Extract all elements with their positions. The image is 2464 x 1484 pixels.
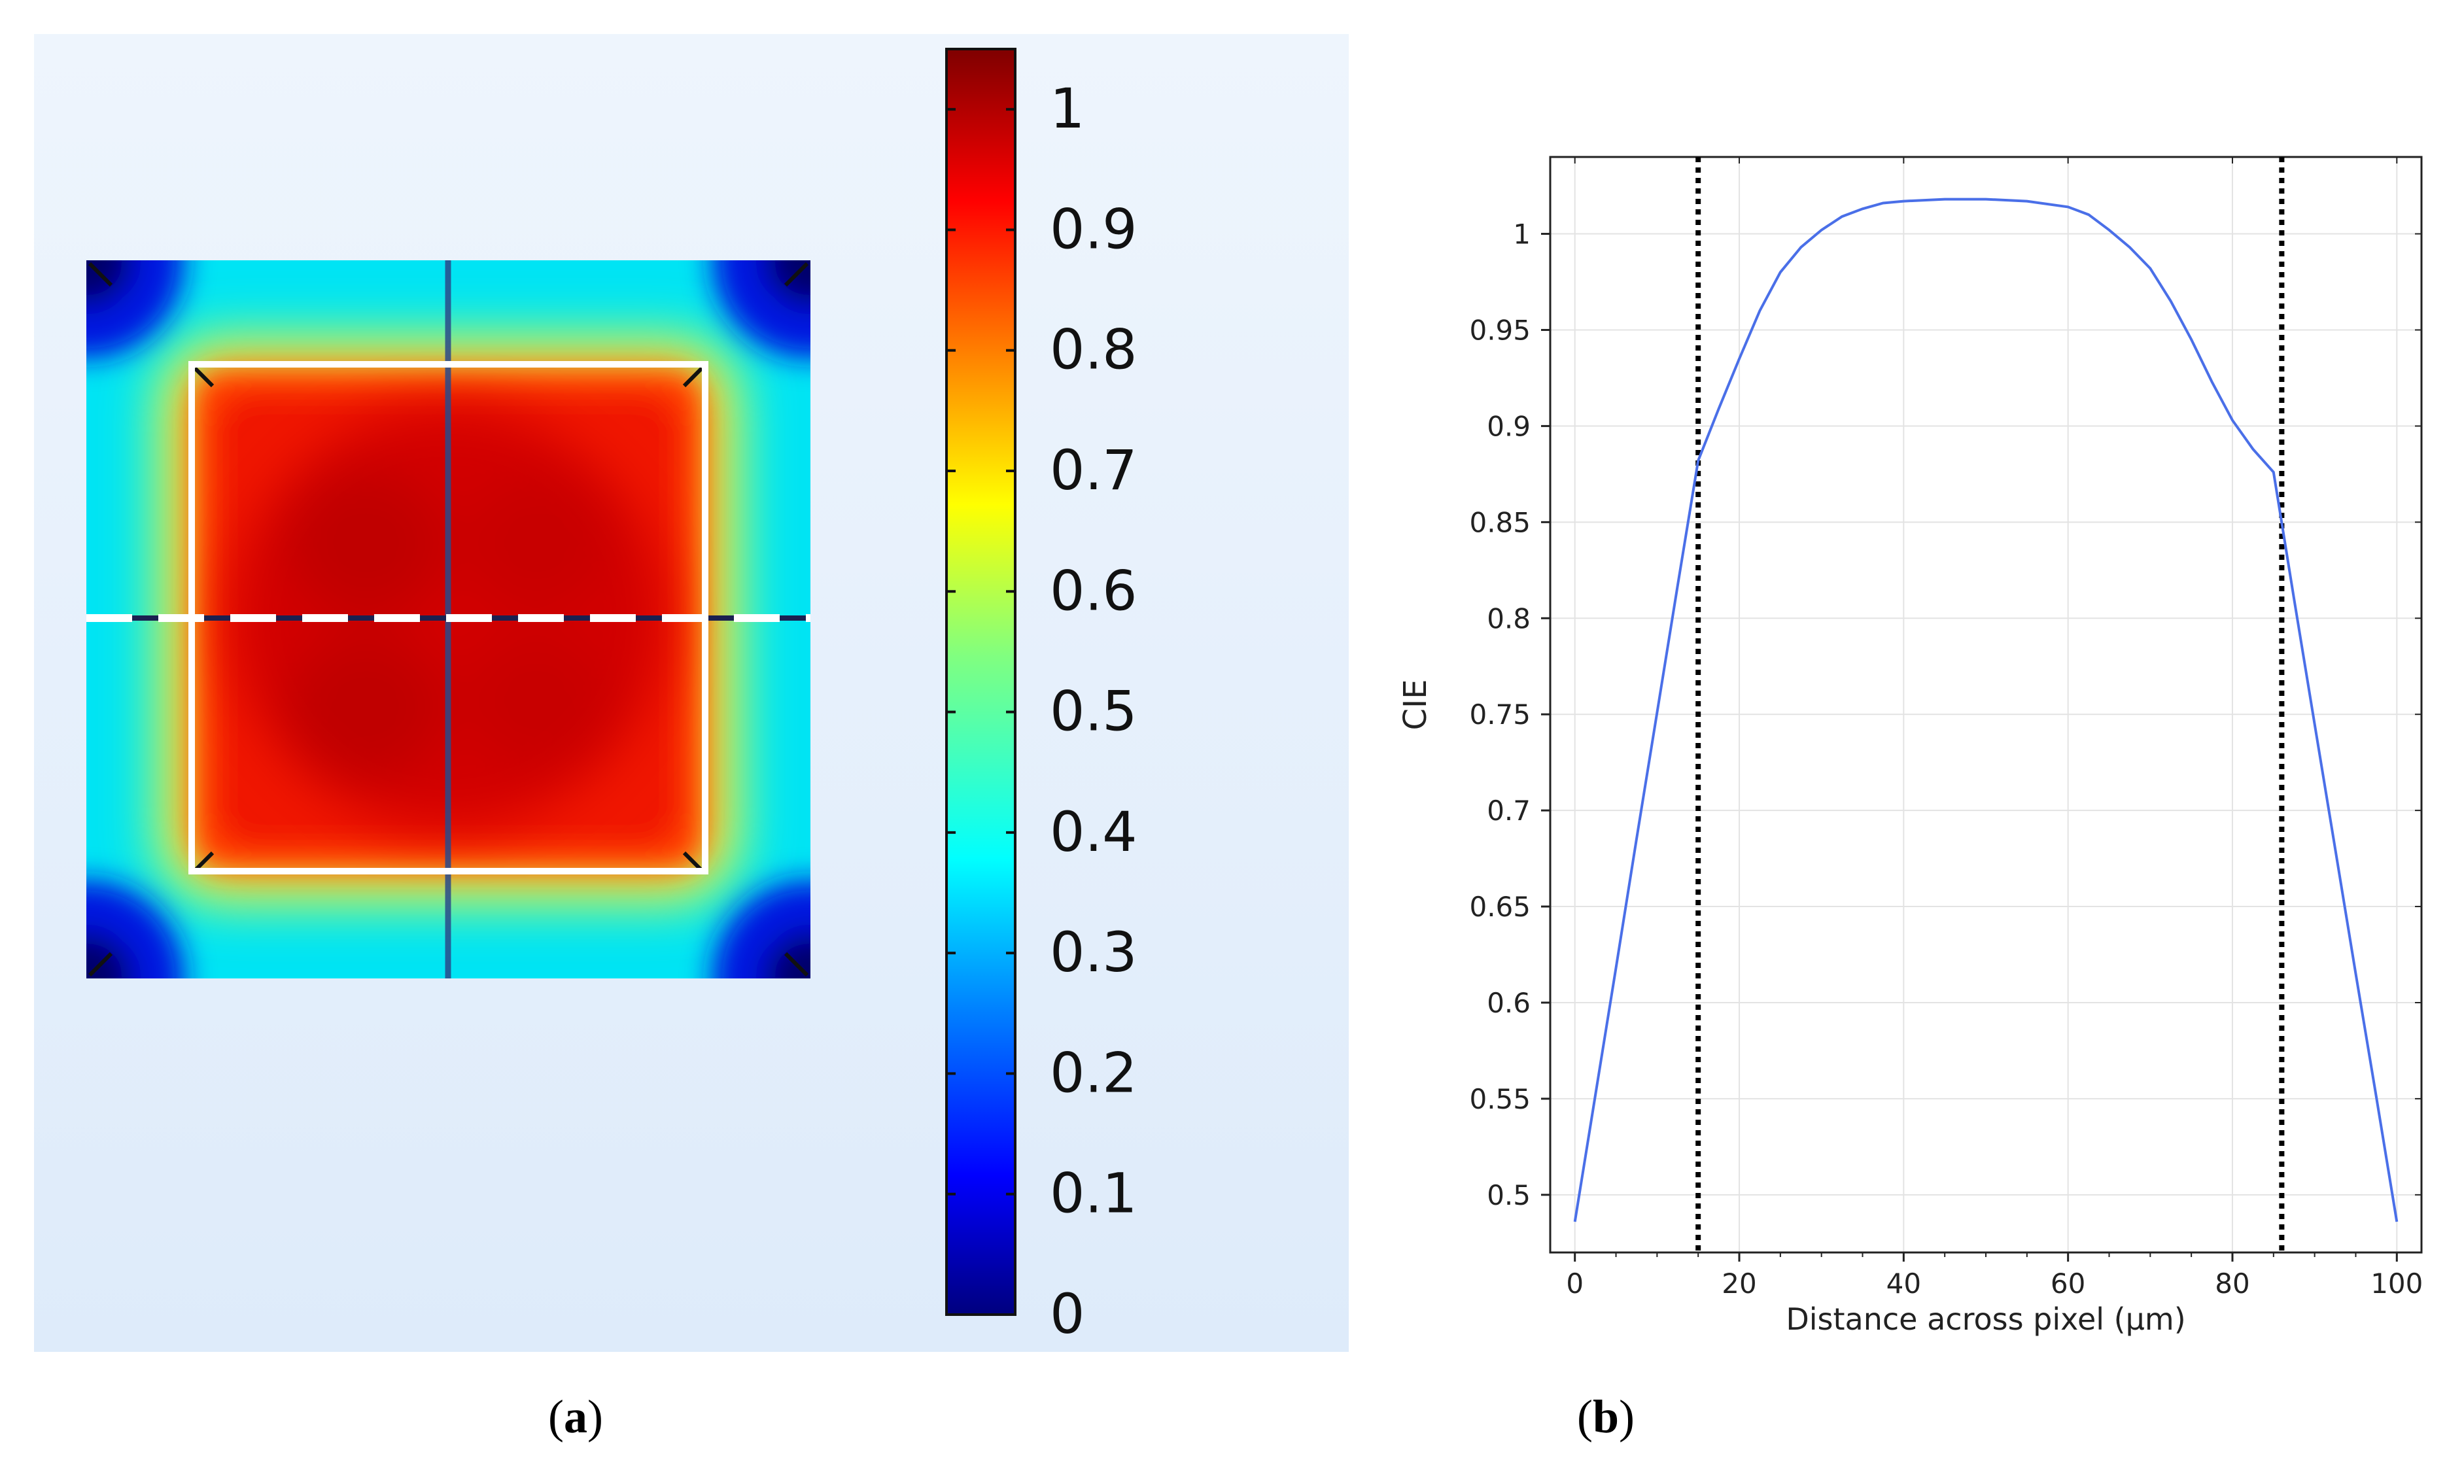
- colorbar-tick-label: 0.9: [1050, 197, 1137, 261]
- y-tick-label: 0.5: [1487, 1179, 1531, 1211]
- colorbar-tick-label: 0.1: [1050, 1162, 1137, 1226]
- grid-lines: [1550, 157, 2421, 1252]
- colorbar-tick-label: 0.3: [1050, 920, 1137, 984]
- cie-curve: [1573, 198, 2399, 1222]
- caption-b-open: (: [1576, 1390, 1593, 1443]
- y-axis-label: CIE: [1397, 680, 1434, 731]
- y-axis-ticks: 0.5 0.55 0.6 0.65 0.7 0.75 0.8 0.85 0.9 0.95 1: [1469, 218, 2421, 1211]
- x-axis-label: Distance across pixel (µm): [1786, 1302, 2185, 1337]
- colorbar-tick-label: 0.7: [1050, 438, 1137, 502]
- y-tick-label: 0.95: [1469, 314, 1531, 346]
- caption-b-letter: b: [1592, 1390, 1620, 1443]
- x-tick-label: 100: [2370, 1268, 2423, 1300]
- colorbar: [945, 48, 1016, 1316]
- caption-a: (a): [510, 1390, 641, 1444]
- y-tick-label: 0.55: [1469, 1083, 1531, 1115]
- caption-a-open: (: [548, 1390, 564, 1443]
- colorbar-tick-label: 1: [1050, 77, 1085, 141]
- plot-frame: [1549, 156, 2423, 1254]
- panel-a-heatmap: 0 0.1 0.2 0.3 0.4 0.5 0.6 0.7 0.8 0.9 1: [34, 34, 1349, 1352]
- caption-a-close: ): [587, 1390, 603, 1443]
- colorbar-tick-label: 0.6: [1050, 559, 1137, 623]
- x-axis-ticks: 0 20 40 60 80 100: [1566, 157, 2423, 1300]
- x-tick-label: 20: [1722, 1268, 1756, 1300]
- y-tick-label: 1: [1513, 218, 1531, 250]
- colorbar-ticks: 0 0.1 0.2 0.3 0.4 0.5 0.6 0.7 0.8 0.9 1: [946, 77, 1137, 1346]
- y-tick-label: 0.9: [1487, 410, 1531, 442]
- colorbar-tick-label: 0.5: [1050, 680, 1137, 744]
- dotted-boundary-lines: [1695, 157, 2285, 1252]
- colorbar-tick-label: 0.4: [1050, 800, 1137, 864]
- colorbar-tick-label: 0.8: [1050, 318, 1137, 382]
- x-tick-label: 80: [2215, 1268, 2249, 1300]
- panel-b-line-chart: 0 20 40 60 80 100 0.5 0.55 0.6 0.65 0.7 0.75 0.8 0.8…: [1397, 156, 2423, 1337]
- caption-b: (b): [1540, 1390, 1671, 1444]
- colorbar-tick-label: 0: [1050, 1282, 1085, 1346]
- y-tick-label: 0.65: [1469, 891, 1531, 923]
- y-tick-label: 0.75: [1469, 699, 1531, 731]
- caption-a-letter: a: [564, 1390, 587, 1443]
- y-tick-label: 0.7: [1487, 795, 1531, 827]
- x-tick-label: 0: [1566, 1268, 1584, 1300]
- x-tick-label: 60: [2051, 1268, 2085, 1300]
- caption-b-close: ): [1619, 1390, 1635, 1443]
- y-tick-label: 0.8: [1487, 602, 1531, 634]
- colorbar-tick-label: 0.2: [1050, 1041, 1137, 1105]
- y-tick-label: 0.85: [1469, 506, 1531, 538]
- y-tick-label: 0.6: [1487, 987, 1531, 1019]
- x-tick-label: 40: [1886, 1268, 1921, 1300]
